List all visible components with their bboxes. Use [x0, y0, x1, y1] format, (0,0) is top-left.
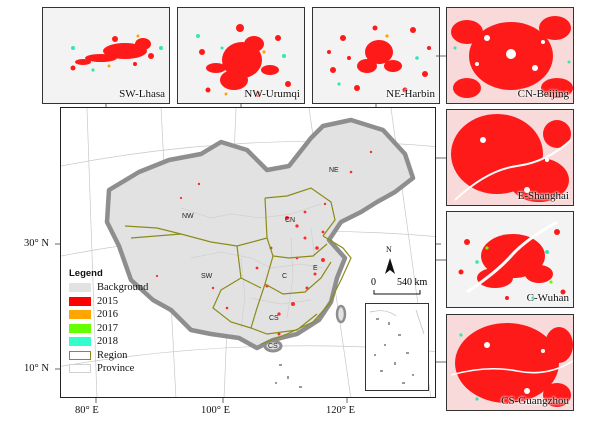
- north-arrow-icon: [373, 258, 421, 295]
- inset-islands: [369, 309, 425, 384]
- lon-label-100e: 100° E: [201, 405, 230, 416]
- region-label-ne: NE: [329, 167, 339, 174]
- urban-pattern-wuhan: [458, 220, 566, 300]
- province-boundaries: [180, 203, 324, 329]
- lat-label-30n: 30° N: [24, 238, 49, 249]
- legend-item-province: Province: [69, 362, 189, 376]
- panel-cs-guangzhou: CS-Guangzhou: [446, 314, 574, 411]
- urban-pattern-shanghai: [447, 110, 573, 205]
- panel-label: CS-Guangzhou: [501, 395, 569, 407]
- south-china-sea-inset: [365, 303, 429, 391]
- legend-title: Legend: [69, 268, 103, 279]
- panel-label: SW-Lhasa: [119, 88, 165, 100]
- main-map: NW NE CN SW C E CS CS Legend Background …: [60, 107, 436, 398]
- panel-label: C-Wuhan: [526, 292, 569, 304]
- urban-pattern-harbin: [327, 25, 431, 93]
- lon-label-80e: 80° E: [75, 405, 99, 416]
- legend-item-2017: 2017: [69, 322, 189, 336]
- panel-label: NW-Urumqi: [244, 88, 300, 100]
- region-boundaries: [124, 187, 352, 345]
- region-label-e: E: [313, 265, 318, 272]
- lat-label-10n: 10° N: [24, 363, 49, 374]
- region-label-nw: NW: [182, 213, 194, 220]
- hainan-island: [263, 339, 283, 353]
- legend: Legend Background 2015 2016 2017 2018 Re…: [69, 268, 189, 376]
- north-label: N: [386, 245, 392, 254]
- panel-nw-urumqi: NW-Urumqi: [177, 7, 305, 104]
- legend-swatch: [69, 364, 91, 374]
- panel-label: NE-Harbin: [386, 88, 435, 100]
- legend-item-2015: 2015: [69, 295, 189, 309]
- region-label-cn: CN: [285, 217, 295, 224]
- panel-c-wuhan: C-Wuhan: [446, 211, 574, 308]
- legend-swatch: [69, 283, 91, 293]
- region-label-sw: SW: [201, 273, 213, 280]
- panel-ne-harbin: NE-Harbin: [312, 7, 440, 104]
- legend-swatch: [69, 323, 91, 333]
- legend-swatch: [69, 310, 91, 320]
- taiwan-island: [335, 304, 347, 324]
- panel-label: CN-Beijing: [517, 88, 569, 100]
- legend-swatch: [69, 296, 91, 306]
- panel-sw-lhasa: SW-Lhasa: [42, 7, 170, 104]
- panel-label: E-Shanghai: [517, 190, 569, 202]
- scale-distance-label: 540 km: [397, 277, 428, 288]
- urban-pattern-lhasa: [70, 34, 163, 72]
- scale-bar: N 0 540 km: [368, 244, 435, 304]
- legend-item-region: Region: [69, 349, 189, 363]
- legend-item-background: Background: [69, 281, 189, 295]
- lon-label-120e: 120° E: [326, 405, 355, 416]
- region-label-cs: CS: [269, 315, 279, 322]
- urban-pattern-guangzhou: [447, 315, 573, 410]
- urban-pattern-beijing: [447, 8, 573, 103]
- legend-swatch: [69, 337, 91, 347]
- legend-swatch: [69, 350, 91, 360]
- region-label-c: C: [282, 273, 287, 280]
- china-map: NW NE CN SW C E CS CS: [61, 108, 435, 397]
- panel-cn-beijing: CN-Beijing: [446, 7, 574, 104]
- scale-zero-label: 0: [371, 277, 376, 288]
- region-label-cs-hainan: CS: [268, 343, 278, 350]
- south-sea-islands: [275, 364, 302, 388]
- legend-item-2018: 2018: [69, 335, 189, 349]
- urban-pattern-urumqi: [196, 24, 291, 97]
- legend-item-2016: 2016: [69, 308, 189, 322]
- panel-e-shanghai: E-Shanghai: [446, 109, 574, 206]
- china-outline: [104, 117, 416, 351]
